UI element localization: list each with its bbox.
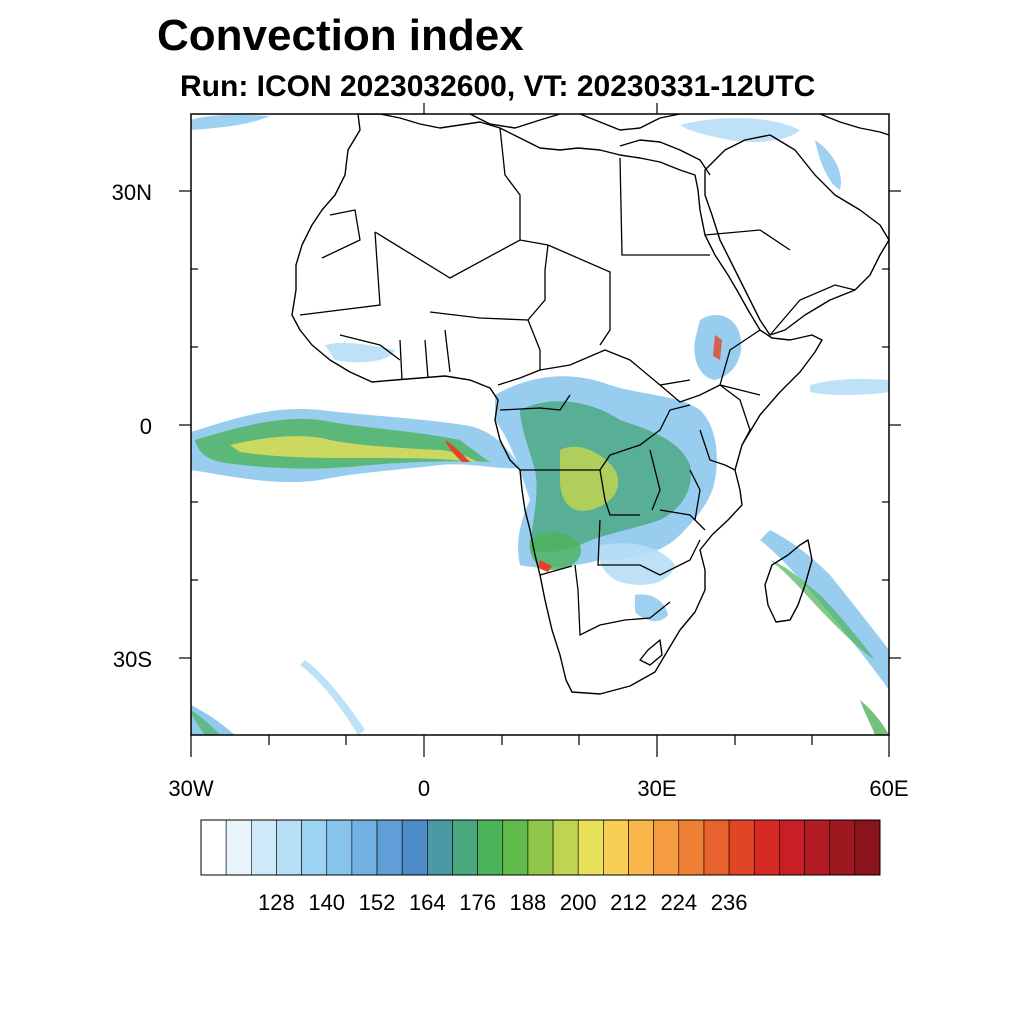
- coastlines: [291, 114, 889, 695]
- colorbar-swatch: [200, 819, 227, 876]
- colorbar-swatch: [603, 819, 629, 876]
- colorbar-swatch: [678, 819, 705, 876]
- colorbar-swatch: [427, 819, 453, 876]
- colorbar-swatch: [301, 819, 328, 876]
- colorbar-tick-label: 176: [459, 890, 496, 915]
- colorbar-swatch: [251, 819, 277, 876]
- colorbar-swatch: [351, 819, 378, 876]
- colorbar-tick-label: 152: [358, 890, 396, 915]
- colorbar-swatch: [728, 819, 755, 876]
- colorbar-tick-label: 200: [559, 890, 597, 915]
- colorbar-swatch: [779, 819, 805, 876]
- lon-tick-label-0: 0: [417, 776, 431, 801]
- colorbar-swatch: [477, 819, 504, 876]
- colorbar-swatch: [552, 819, 579, 876]
- colorbar-tick-label: 236: [710, 890, 748, 915]
- colorbar-swatch: [276, 819, 302, 876]
- colorbar-swatch: [225, 819, 252, 876]
- lon-tick-label-30e: 30E: [637, 776, 677, 801]
- colorbar-outline: [200, 819, 881, 876]
- colorbar-swatch: [376, 819, 403, 876]
- colorbar-swatch: [527, 819, 554, 876]
- colorbar-swatch: [804, 819, 831, 876]
- colorbar-swatch: [577, 819, 604, 876]
- axis-ticks: [179, 103, 901, 757]
- colorbar-swatch: [326, 819, 353, 876]
- colorbar-swatch: [829, 819, 856, 876]
- run-subtitle: Run: ICON 2023032600, VT: 20230331-12UTC: [180, 70, 816, 103]
- convection-field: [191, 114, 889, 735]
- lon-tick-label-60e: 60E: [869, 776, 909, 801]
- lat-tick-label-0: 0: [139, 414, 152, 439]
- colorbar-tick-label: 140: [308, 890, 346, 915]
- colorbar-swatch: [502, 819, 529, 876]
- colorbar-tick-label: 164: [408, 890, 446, 915]
- colorbar-tick-label: 188: [509, 890, 547, 915]
- lon-tick-label-30w: 30W: [168, 776, 214, 801]
- lat-tick-label-30s: 30S: [112, 647, 152, 672]
- colorbar-swatch: [854, 819, 881, 876]
- colorbar-swatch: [401, 819, 428, 876]
- map-title: Convection index: [157, 11, 524, 60]
- colorbar-swatch: [452, 819, 478, 876]
- colorbar-swatch: [653, 819, 680, 876]
- colorbar-swatch: [628, 819, 654, 876]
- colorbar-swatch: [703, 819, 730, 876]
- colorbar-tick-label: 128: [258, 890, 295, 915]
- colorbar-tick-label: 224: [660, 890, 698, 915]
- lat-tick-label-30n: 30N: [111, 180, 152, 205]
- colorbar-tick-label: 212: [610, 890, 647, 915]
- country-borders: [299, 127, 856, 637]
- colorbar-swatch: [753, 819, 780, 876]
- colorbar: [200, 819, 881, 876]
